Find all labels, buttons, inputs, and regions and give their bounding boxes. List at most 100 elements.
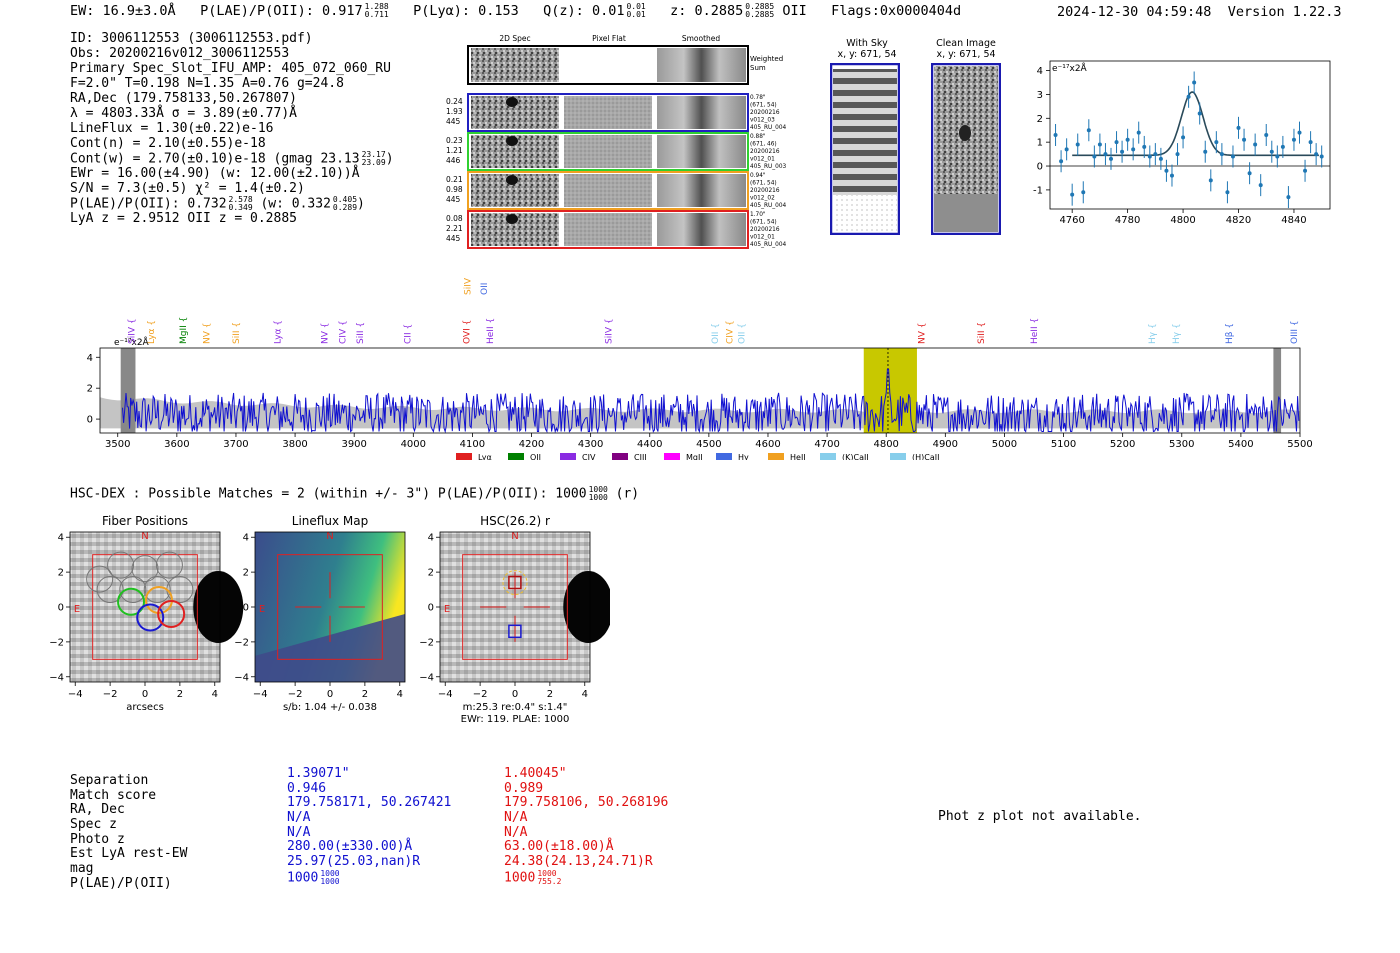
data-point [1153,152,1158,157]
cutout-right-meta: v012_01 [750,157,775,163]
x-tick-label: 4820 [1226,215,1251,226]
cutout-right-meta: v012_02 [750,196,775,202]
legend-label: (H)CaII [912,453,939,460]
legend-swatch [612,453,628,460]
y-tick-label: 0 [1037,162,1043,173]
data-point [1314,152,1319,157]
x-tick-label: −4 [68,689,83,700]
x-tick-label: 4800 [1170,215,1195,226]
lineflux-low-region [255,613,405,682]
data-point [1092,154,1097,159]
fiber-params: F=2.0" T=0.198 N=1.35 A=0.76 g=24.8 [70,76,344,91]
line-id-label: OVI { [463,320,473,344]
cutout-smoothed [657,96,746,129]
fiber-circle [131,555,159,583]
cutout-right-meta: 20200216 [750,227,780,233]
hsc-panel: HSC(26.2) r N E −4 −4 −2 −2 0 0 2 2 4 4 m:25.3 re:0.4… [419,514,610,725]
east-marker: E [259,604,265,615]
cutout-right-meta: 1.70" [750,212,766,218]
x-tick-label: 4200 [519,439,544,450]
north-marker: N [326,531,333,542]
ellipse-marker [502,570,528,596]
fiber-circle-highlight [157,599,186,628]
data-point [1070,192,1075,197]
x-tick-label: 0 [512,689,518,700]
hsc-panel: Lineflux Map N E −4 −4 −2 −2 0 0 2 2 4 4 s/b: 1.04 +/… [234,514,406,713]
legend-label: OII [530,453,541,460]
bright-source [563,571,610,643]
ew-value: EW: 16.9±3.0Å [70,3,176,19]
data-point [1064,147,1069,152]
cutout-left-stat: 445 [446,117,461,126]
data-point [1081,190,1086,195]
line-id-label: NV { [321,323,331,344]
cutout-source [506,97,518,107]
north-marker: N [511,531,518,542]
comparison-labels: Separation Match score RA, Dec Spec z Photo … [70,773,188,892]
plya-value: P(Lyα): 0.153 [413,3,519,19]
cutout-right-meta: 20200216 [750,188,780,194]
spectrum-line [122,368,1300,434]
search-box [92,554,198,660]
cutout-right-meta: (671, 54) [750,103,777,109]
cutout-smoothed [657,174,746,207]
y-tick-label: −4 [234,672,249,683]
masked-region [1273,348,1282,433]
legend-label: CIII [634,453,647,460]
ewr: EWr = 16.00(±4.90) (w: 12.00(±2.10))Å [70,166,360,181]
qz-frac: 0.01 0.01 [626,2,646,19]
cutout-source [506,175,518,185]
data-point [1253,142,1258,147]
y-tick-label: 2 [87,384,93,395]
y-tick-label: 4 [428,533,434,544]
hsc-xlabel: arcsecs [126,702,164,713]
col-pixel-flat: Pixel Flat [592,34,626,43]
z-value: z: 0.2885 [670,3,744,19]
hsc-xlabel: s/b: 1.04 +/- 0.038 [283,702,377,713]
x-tick-label: 2 [177,689,183,700]
clean-image-title: Clean Image x, y: 671, 54 [936,38,996,60]
data-point [1258,183,1263,188]
data-point [1197,111,1202,116]
cutout-right-meta: 405_RU_004 [750,203,787,209]
line-id-label: CIV { [726,320,736,344]
data-point [1158,156,1163,161]
zoom-frame [1049,60,1331,210]
comparison-label: Est LyA rest-EW [70,846,188,862]
comparison-label: Separation [70,773,149,788]
fiber-circle-highlight [117,587,146,616]
comparison-label: Photo z [70,831,125,847]
cutout-stack: 2D Spec Pixel Flat Smoothed Weighted Sum… [446,34,787,249]
data-point [1186,94,1191,99]
x-tick-label: 4100 [460,439,485,450]
line-id-label: SiIV { [127,318,137,344]
cutout-right-meta: 0.78" [750,95,766,101]
cutout-left-stat: 0.08 [446,214,463,223]
x-tick-label: 4400 [637,439,662,450]
x-tick-label: 2 [362,689,368,700]
with-sky-image [830,63,900,235]
line-id-label: HeII { [1030,318,1040,344]
line-id-label: Lyα { [273,320,283,344]
y-tick-label: −4 [49,672,64,683]
x-tick-label: −2 [288,689,303,700]
legend-label: (K)CaII [842,453,869,460]
info-block: ID: 3006112553 (3006112553.pdf) Obs: 202… [70,31,394,226]
line-id-label: Hβ { [1225,323,1235,344]
detection-id: ID: 3006112553 (3006112553.pdf) [70,31,313,46]
line-id-label: SiII { [977,322,987,344]
data-point [1269,149,1274,154]
y-tick-label: 4 [243,533,249,544]
line-id-label: NV { [202,323,212,344]
data-point [1125,137,1130,142]
data-point [1169,173,1174,178]
legend-label: HeII [790,453,806,460]
data-point [1097,142,1102,147]
fiber-circle [107,551,135,579]
data-point [1103,152,1108,157]
data-point [1120,149,1125,154]
y-tick-label: 2 [58,568,64,579]
x-tick-label: 5100 [1051,439,1076,450]
comparison-label: mag [70,861,94,877]
data-point [1192,80,1197,85]
